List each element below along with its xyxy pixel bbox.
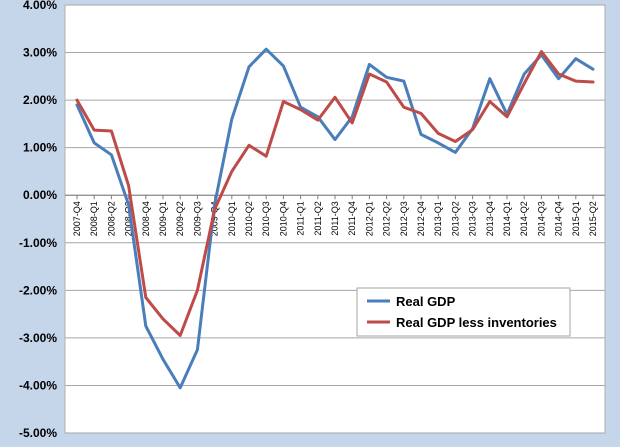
x-tick-label: 2011-Q4 bbox=[347, 201, 357, 235]
y-tick-label: -5.00% bbox=[19, 426, 57, 440]
series-line-0 bbox=[75, 47, 595, 390]
x-tick-label: 2014-Q2 bbox=[519, 201, 529, 236]
x-tick-label: 2013-Q3 bbox=[468, 201, 478, 236]
legend-label: Real GDP less inventories bbox=[396, 315, 557, 330]
x-tick-label: 2011-Q3 bbox=[330, 201, 340, 235]
x-tick-label: 2015-Q1 bbox=[571, 201, 581, 236]
chart-title: Year-to-Year Change in Real GDP vs. Real… bbox=[107, 13, 561, 55]
y-tick-label: -4.00% bbox=[19, 378, 57, 392]
y-tick-label: -3.00% bbox=[19, 331, 57, 345]
chart-subtitle-source: Source: Bureau of Economic Analysis, Q2-… bbox=[172, 57, 496, 68]
x-tick-label: 2009-Q3 bbox=[192, 201, 202, 236]
x-tick-label: 2013-Q1 bbox=[433, 201, 443, 236]
x-tick-label: 2012-Q4 bbox=[416, 201, 426, 236]
chart-title-box: Year-to-Year Change in Real GDP vs. Real… bbox=[75, 7, 593, 81]
x-tick-label: 2010-Q1 bbox=[227, 201, 237, 236]
x-tick-label: 2012-Q1 bbox=[364, 201, 374, 236]
x-tick-label: 2008-Q3 bbox=[124, 201, 134, 236]
x-tick-label: 2014-Q3 bbox=[536, 201, 546, 236]
x-tick-label: 2013-Q4 bbox=[485, 201, 495, 236]
x-tick-label: 2010-Q2 bbox=[244, 201, 254, 236]
x-tick-label: 2008-Q1 bbox=[89, 201, 99, 236]
legend-label: Real GDP bbox=[396, 294, 456, 309]
x-tick-label: 2010-Q4 bbox=[278, 201, 288, 236]
y-tick-label: -2.00% bbox=[19, 283, 57, 297]
x-tick-label: 2008-Q2 bbox=[106, 201, 116, 236]
y-tick-label: 4.00% bbox=[23, 0, 57, 12]
x-tick-label: 2015-Q2 bbox=[588, 201, 598, 236]
x-tick-label: 2009-Q2 bbox=[175, 201, 185, 236]
y-tick-label: 3.00% bbox=[23, 46, 57, 60]
series-line-1 bbox=[75, 50, 595, 337]
y-tick-label: 1.00% bbox=[23, 141, 57, 155]
legend bbox=[356, 287, 571, 337]
x-tick-label: 2009-Q1 bbox=[158, 201, 168, 236]
x-tick-label: 2008-Q4 bbox=[141, 201, 151, 236]
x-tick-label: 2014-Q1 bbox=[502, 201, 512, 236]
x-tick-label: 2010-Q3 bbox=[261, 201, 271, 236]
x-tick-label: 2014-Q4 bbox=[554, 201, 564, 236]
x-tick-label: 2009-Q4 bbox=[210, 201, 220, 236]
chart-subtitle-copyright: Analysis © 2015 Strategies for Managemen… bbox=[225, 70, 443, 81]
x-tick-label: 2013-Q2 bbox=[450, 201, 460, 236]
x-tick-label: 2012-Q3 bbox=[399, 201, 409, 236]
x-tick-label: 2011-Q2 bbox=[313, 201, 323, 235]
x-tick-label: 2011-Q1 bbox=[296, 201, 306, 235]
x-tick-label: 2007-Q4 bbox=[72, 201, 82, 236]
y-tick-label: -1.00% bbox=[19, 236, 57, 250]
y-tick-label: 2.00% bbox=[23, 93, 57, 107]
y-tick-label: 0.00% bbox=[23, 188, 57, 202]
x-tick-label: 2012-Q2 bbox=[382, 201, 392, 236]
